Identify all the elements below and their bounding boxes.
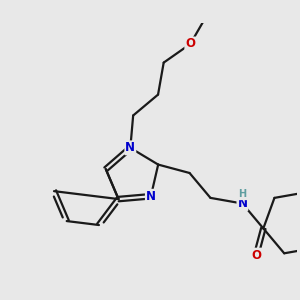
Text: O: O <box>185 38 195 50</box>
Text: N: N <box>237 197 248 210</box>
Text: H: H <box>238 189 247 200</box>
Text: N: N <box>125 141 135 154</box>
Text: O: O <box>251 249 261 262</box>
Text: N: N <box>146 190 156 203</box>
